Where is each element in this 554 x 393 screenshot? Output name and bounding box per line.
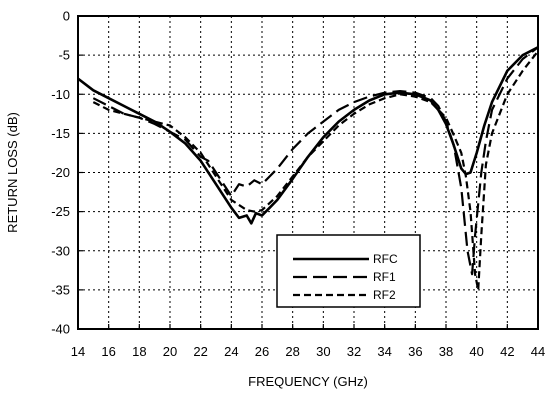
legend-label-rf1: RF1 xyxy=(373,270,396,284)
x-ticks: 14 16 18 20 22 24 26 28 30 32 34 36 38 40 42 44 xyxy=(71,324,545,359)
x-tick-label: 36 xyxy=(408,344,422,359)
y-tick-label: -10 xyxy=(51,87,70,102)
series-line-rfc xyxy=(77,46,539,225)
plot-frame xyxy=(77,15,539,330)
legend-label-rfc: RFC xyxy=(373,252,398,266)
x-tick-label: 22 xyxy=(193,344,207,359)
x-tick-label: 34 xyxy=(377,344,391,359)
x-tick-label: 38 xyxy=(439,344,453,359)
x-tick-label: 14 xyxy=(71,344,85,359)
y-tick-label: -20 xyxy=(51,165,70,180)
series-lines xyxy=(77,46,539,291)
legend: RFC RF1 RF2 xyxy=(276,234,421,308)
x-tick-label: 28 xyxy=(285,344,299,359)
x-tick-label: 40 xyxy=(469,344,483,359)
x-tick-label: 44 xyxy=(531,344,545,359)
legend-box xyxy=(276,234,421,308)
y-tick-label: -30 xyxy=(51,243,70,258)
y-tick-label: -40 xyxy=(51,322,70,337)
y-tick-label: -15 xyxy=(51,126,70,141)
y-ticks: 0 -5 -10 -15 -20 -25 -30 -35 -40 xyxy=(51,9,83,337)
x-tick-label: 42 xyxy=(500,344,514,359)
x-axis-label: FREQUENCY (GHz) xyxy=(248,374,368,389)
y-axis-label: RETURN LOSS (dB) xyxy=(5,112,20,233)
series-line-rf1 xyxy=(92,46,539,276)
legend-label-rf2: RF2 xyxy=(373,288,396,302)
y-tick-label: -25 xyxy=(51,204,70,219)
x-tick-label: 18 xyxy=(132,344,146,359)
x-tick-label: 26 xyxy=(255,344,269,359)
x-tick-label: 20 xyxy=(163,344,177,359)
y-tick-label: -35 xyxy=(51,282,70,297)
x-tick-label: 32 xyxy=(347,344,361,359)
x-tick-label: 24 xyxy=(224,344,238,359)
y-tick-label: 0 xyxy=(63,9,70,24)
y-tick-label: -5 xyxy=(58,48,70,63)
x-tick-label: 16 xyxy=(101,344,115,359)
series-line-rf2 xyxy=(92,50,539,291)
x-tick-label: 30 xyxy=(316,344,330,359)
